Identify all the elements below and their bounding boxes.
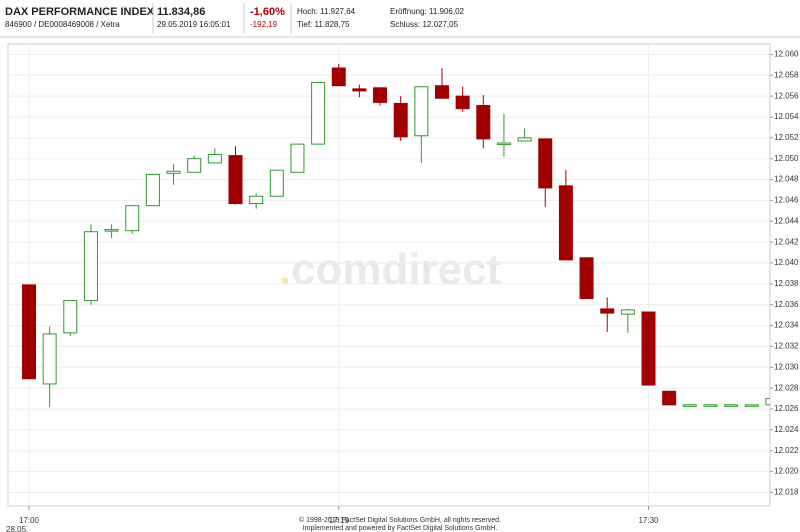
- candle-body: [352, 88, 367, 92]
- candle-body: [455, 95, 470, 110]
- candle-body: [682, 404, 697, 407]
- watermark: .comdirect: [279, 245, 502, 294]
- candle-body: [311, 82, 326, 145]
- y-tick-label: 12.030: [774, 362, 799, 371]
- y-tick-label: 12.024: [774, 425, 799, 434]
- candle-body: [269, 169, 284, 197]
- instrument-name: DAX PERFORMANCE INDEX: [5, 6, 155, 18]
- candle-body: [22, 284, 36, 380]
- close: Schluss: 12.027,05: [390, 20, 459, 29]
- y-tick-label: 12.050: [774, 154, 799, 163]
- y-tick-label: 12.020: [774, 467, 799, 476]
- y-tick-label: 12.056: [774, 91, 799, 100]
- candle-body: [187, 158, 202, 173]
- change-pct: -1,60%: [250, 6, 285, 18]
- x-tick-label: 17:30: [638, 516, 659, 525]
- candle-body: [104, 229, 119, 232]
- header: DAX PERFORMANCE INDEX 846900 / DE0008469…: [0, 3, 800, 38]
- candle-body: [435, 85, 449, 99]
- candle-body: [228, 155, 243, 205]
- candle-body: [63, 300, 78, 334]
- y-tick-label: 12.054: [774, 112, 799, 121]
- candle-body: [331, 67, 346, 87]
- grid: 12.018 12.020 12.022 12.024 12.026 12.028 12.0…: [6, 44, 799, 532]
- price: 11.834,86: [157, 6, 205, 18]
- candle-body: [641, 311, 656, 386]
- candle-body: [496, 142, 511, 146]
- candle-body: [744, 404, 759, 407]
- watermark-dot: .: [279, 245, 291, 294]
- candle-body: [517, 137, 532, 142]
- candle-body: [620, 309, 635, 315]
- candle-body: [414, 86, 429, 137]
- candle-body: [558, 185, 573, 261]
- candle-body: [476, 105, 491, 140]
- candle-body: [249, 195, 264, 205]
- y-tick-label: 12.036: [774, 300, 799, 309]
- y-tick-label: 12.058: [774, 70, 799, 79]
- y-tick-label: 12.028: [774, 383, 799, 392]
- y-tick-label: 12.034: [774, 321, 799, 330]
- candle-body: [765, 398, 770, 406]
- instrument-ids: 846900 / DE0008469008 / Xetra: [5, 20, 120, 29]
- copyright: © 1998-2019 FactSet Digital Solutions Gm…: [299, 516, 501, 524]
- watermark-text: comdirect: [291, 245, 502, 294]
- y-tick-label: 12.046: [774, 196, 799, 205]
- y-tick-label: 12.018: [774, 488, 799, 497]
- candle-body: [393, 102, 408, 138]
- date-label: 28.05.: [6, 525, 28, 532]
- candle-body: [125, 205, 140, 232]
- candle-body: [373, 87, 388, 103]
- candle-body: [290, 143, 305, 173]
- candle-body: [207, 154, 222, 164]
- candle-body: [166, 170, 181, 174]
- y-tick-label: 12.042: [774, 237, 799, 246]
- candle-body: [703, 404, 718, 407]
- timestamp: 29.05.2019 16:05:01: [157, 20, 231, 29]
- candle-body: [145, 173, 160, 207]
- candle-body: [724, 404, 739, 407]
- y-tick-label: 12.044: [774, 216, 799, 225]
- x-tick-label: 17:15: [329, 516, 350, 525]
- y-tick-label: 12.026: [774, 404, 799, 413]
- candle-body: [42, 333, 57, 385]
- change-abs: -192,19: [250, 20, 278, 29]
- y-tick-label: 12.032: [774, 342, 799, 351]
- y-tick-label: 12.052: [774, 133, 799, 142]
- candle-body: [538, 138, 553, 189]
- powered-by: Implemented and powered by FactSet Digit…: [303, 525, 498, 532]
- candle-body: [662, 390, 677, 406]
- x-tick-label: 17:00: [19, 516, 40, 525]
- open: Eröffnung: 11.906,02: [390, 7, 465, 16]
- candles: [22, 63, 770, 407]
- y-tick-label: 12.040: [774, 258, 799, 267]
- candle-body: [579, 257, 594, 299]
- plot-frame: [7, 43, 771, 507]
- high: Hoch: 11.927,64: [297, 7, 356, 16]
- low: Tief: 11.828,75: [297, 20, 350, 29]
- y-tick-label: 12.038: [774, 279, 799, 288]
- y-tick-label: 12.022: [774, 446, 799, 455]
- y-tick-label: 12.048: [774, 175, 799, 184]
- y-tick-label: 12.060: [774, 50, 799, 59]
- candle-body: [600, 308, 615, 314]
- candle-body: [83, 231, 98, 302]
